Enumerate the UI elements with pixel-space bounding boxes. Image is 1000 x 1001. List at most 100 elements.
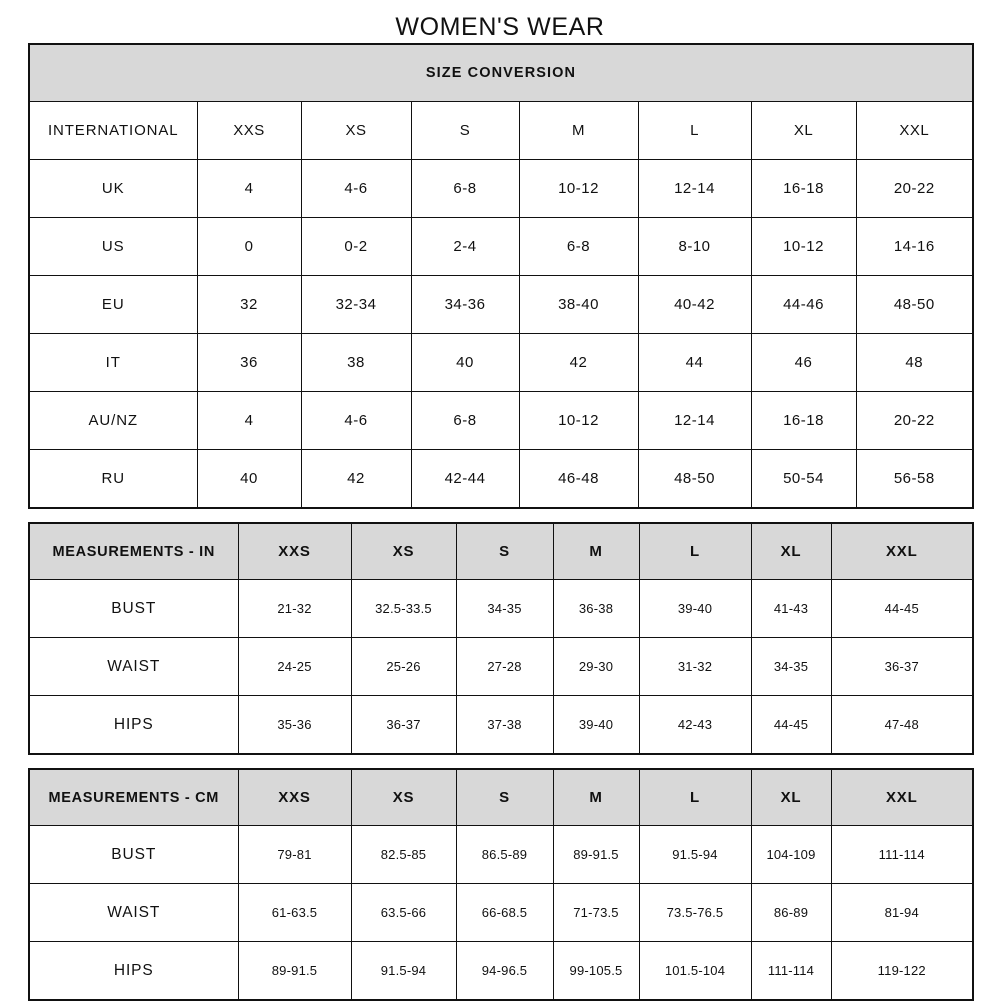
- column-header-s: S: [455, 522, 554, 580]
- cell-waist-in-xl: 34-35: [750, 637, 832, 696]
- row-label-ru: RU: [28, 449, 198, 509]
- cell-bust-cm-xs: 82.5-85: [350, 825, 457, 884]
- cell-uk-m: 10-12: [518, 159, 639, 218]
- cell-bust-in-m: 36-38: [552, 579, 640, 638]
- cell-bust-cm-xl: 104-109: [750, 825, 832, 884]
- column-header-measurements-in: MEASUREMENTS - IN: [28, 522, 239, 580]
- cell-eu-xxs: 32: [196, 275, 302, 334]
- column-header-xl: XL: [750, 522, 832, 580]
- cell-it-s: 40: [410, 333, 520, 392]
- cell-bust-in-xxs: 21-32: [237, 579, 352, 638]
- row-label-waist-in: WAIST: [28, 637, 239, 696]
- cell-us-l: 8-10: [637, 217, 752, 276]
- table-banner-row: SIZE CONVERSION: [28, 43, 974, 102]
- cell-hips-in-xs: 36-37: [350, 695, 457, 755]
- table-header-row: MEASUREMENTS - CM XXS XS S M L XL XXL: [28, 768, 974, 826]
- cell-ru-xxl: 56-58: [855, 449, 974, 509]
- column-header-m: M: [552, 522, 640, 580]
- column-header-xl: XL: [750, 768, 832, 826]
- cell-waist-cm-l: 73.5-76.5: [638, 883, 752, 942]
- table-row: WAIST 61-63.5 63.5-66 66-68.5 71-73.5 73…: [28, 883, 974, 942]
- cell-hips-cm-xxs: 89-91.5: [237, 941, 352, 1001]
- cell-aunz-xxs: 4: [196, 391, 302, 450]
- table-row: HIPS 89-91.5 91.5-94 94-96.5 99-105.5 10…: [28, 941, 974, 1001]
- column-header-xxs: XXS: [237, 522, 352, 580]
- table-header-row: INTERNATIONAL XXS XS S M L XL XXL: [28, 101, 974, 160]
- cell-ru-l: 48-50: [637, 449, 752, 509]
- cell-us-xs: 0-2: [300, 217, 412, 276]
- cell-bust-in-l: 39-40: [638, 579, 752, 638]
- cell-ru-xxs: 40: [196, 449, 302, 509]
- cell-hips-cm-xs: 91.5-94: [350, 941, 457, 1001]
- cell-us-xl: 10-12: [750, 217, 857, 276]
- page-title: WOMEN'S WEAR: [395, 13, 605, 41]
- size-conversion-banner: SIZE CONVERSION: [28, 43, 974, 102]
- row-label-bust-in: BUST: [28, 579, 239, 638]
- cell-eu-xs: 32-34: [300, 275, 412, 334]
- cell-waist-cm-xl: 86-89: [750, 883, 832, 942]
- cell-waist-in-s: 27-28: [455, 637, 554, 696]
- cell-hips-in-s: 37-38: [455, 695, 554, 755]
- column-header-xxl: XXL: [855, 101, 974, 160]
- cell-it-xs: 38: [300, 333, 412, 392]
- column-header-l: L: [637, 101, 752, 160]
- cell-bust-cm-m: 89-91.5: [552, 825, 640, 884]
- size-conversion-table: SIZE CONVERSION INTERNATIONAL XXS XS S M…: [28, 43, 974, 509]
- measurements-cm-table: MEASUREMENTS - CM XXS XS S M L XL XXL BU…: [28, 768, 974, 1001]
- cell-us-s: 2-4: [410, 217, 520, 276]
- cell-aunz-xs: 4-6: [300, 391, 412, 450]
- cell-ru-xs: 42: [300, 449, 412, 509]
- column-header-l: L: [638, 522, 752, 580]
- cell-us-m: 6-8: [518, 217, 639, 276]
- table-row: BUST 79-81 82.5-85 86.5-89 89-91.5 91.5-…: [28, 825, 974, 884]
- cell-eu-xxl: 48-50: [855, 275, 974, 334]
- cell-us-xxl: 14-16: [855, 217, 974, 276]
- table-row: EU 32 32-34 34-36 38-40 40-42 44-46 48-5…: [28, 275, 974, 334]
- cell-bust-cm-xxs: 79-81: [237, 825, 352, 884]
- table-row: RU 40 42 42-44 46-48 48-50 50-54 56-58: [28, 449, 974, 509]
- cell-aunz-m: 10-12: [518, 391, 639, 450]
- cell-bust-in-s: 34-35: [455, 579, 554, 638]
- column-header-xxl: XXL: [830, 522, 974, 580]
- cell-eu-l: 40-42: [637, 275, 752, 334]
- column-header-xxs: XXS: [237, 768, 352, 826]
- column-header-s: S: [455, 768, 554, 826]
- cell-it-l: 44: [637, 333, 752, 392]
- cell-uk-xl: 16-18: [750, 159, 857, 218]
- cell-hips-in-xxl: 47-48: [830, 695, 974, 755]
- cell-waist-cm-xs: 63.5-66: [350, 883, 457, 942]
- cell-hips-cm-s: 94-96.5: [455, 941, 554, 1001]
- cell-bust-cm-l: 91.5-94: [638, 825, 752, 884]
- cell-hips-in-xl: 44-45: [750, 695, 832, 755]
- cell-aunz-s: 6-8: [410, 391, 520, 450]
- column-header-m: M: [552, 768, 640, 826]
- cell-it-m: 42: [518, 333, 639, 392]
- cell-uk-xxl: 20-22: [855, 159, 974, 218]
- cell-uk-xs: 4-6: [300, 159, 412, 218]
- column-header-xs: XS: [350, 522, 457, 580]
- row-label-bust-cm: BUST: [28, 825, 239, 884]
- cell-ru-s: 42-44: [410, 449, 520, 509]
- row-label-waist-cm: WAIST: [28, 883, 239, 942]
- column-header-measurements-cm: MEASUREMENTS - CM: [28, 768, 239, 826]
- column-header-xl: XL: [750, 101, 857, 160]
- cell-eu-xl: 44-46: [750, 275, 857, 334]
- row-label-us: US: [28, 217, 198, 276]
- table-row: AU/NZ 4 4-6 6-8 10-12 12-14 16-18 20-22: [28, 391, 974, 450]
- table-row: WAIST 24-25 25-26 27-28 29-30 31-32 34-3…: [28, 637, 974, 696]
- row-label-eu: EU: [28, 275, 198, 334]
- cell-waist-cm-s: 66-68.5: [455, 883, 554, 942]
- cell-waist-cm-xxl: 81-94: [830, 883, 974, 942]
- measurements-in-table: MEASUREMENTS - IN XXS XS S M L XL XXL BU…: [28, 522, 974, 755]
- column-header-s: S: [410, 101, 520, 160]
- cell-uk-l: 12-14: [637, 159, 752, 218]
- column-header-m: M: [518, 101, 639, 160]
- table-header-row: MEASUREMENTS - IN XXS XS S M L XL XXL: [28, 522, 974, 580]
- table-row: IT 36 38 40 42 44 46 48: [28, 333, 974, 392]
- cell-ru-m: 46-48: [518, 449, 639, 509]
- column-header-l: L: [638, 768, 752, 826]
- cell-hips-cm-xxl: 119-122: [830, 941, 974, 1001]
- cell-waist-in-xxs: 24-25: [237, 637, 352, 696]
- cell-us-xxs: 0: [196, 217, 302, 276]
